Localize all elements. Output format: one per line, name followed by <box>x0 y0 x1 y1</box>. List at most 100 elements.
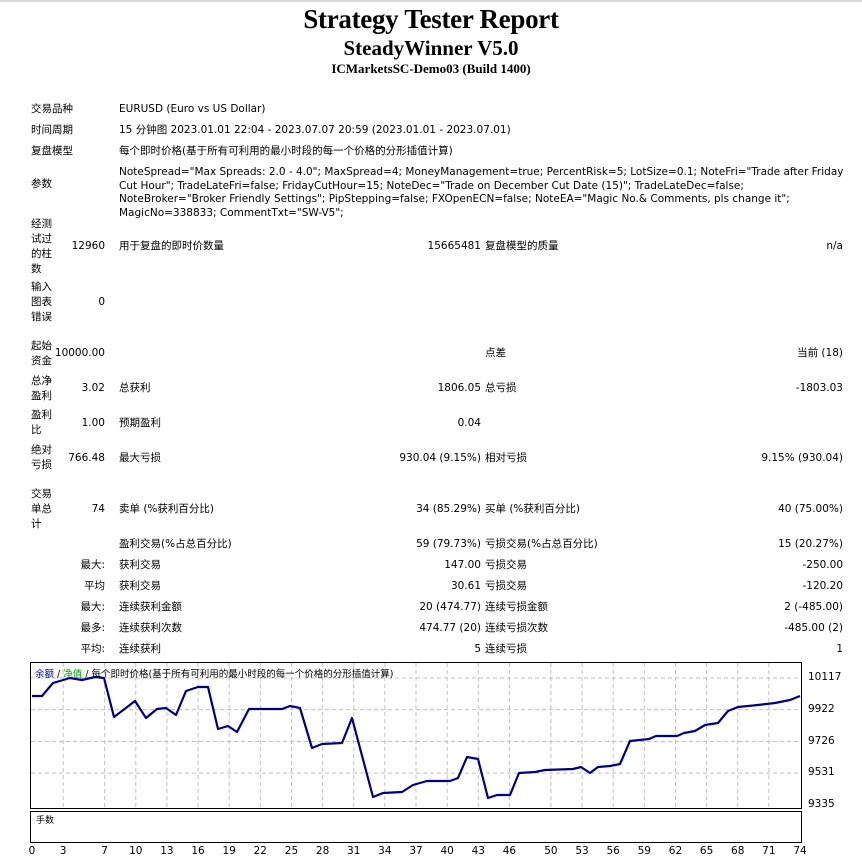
period-value: 15 分钟图 2023.01.01 22:04 - 2023.07.07 20:… <box>119 124 511 136</box>
errors-value: 0 <box>98 296 105 308</box>
max-consec-wins-value: 20 (474.77) <box>419 601 481 613</box>
loss-trades-value: 15 (20.27%) <box>778 538 843 550</box>
x-tick-label: 34 <box>378 845 392 857</box>
gross-loss-value: -1803.03 <box>795 382 843 394</box>
symbol-value: EURUSD (Euro vs US Dollar) <box>119 103 266 115</box>
x-tick-label: 25 <box>284 845 299 857</box>
gross-loss-label: 总亏损 <box>485 382 517 394</box>
x-tick-label: 10 <box>129 845 143 857</box>
expert-name: SteadyWinner V5.0 <box>343 36 519 60</box>
most-consec-loss-label: 连续亏损次数 <box>485 622 548 634</box>
average-profit-value: 30.61 <box>450 580 481 592</box>
x-tick-label: 53 <box>575 845 589 857</box>
model-value: 每个即时价格(基于所有可利用的最小时段的每一个价格的分形插值计算) <box>119 145 453 157</box>
symbol-label: 交易品种 <box>31 103 73 115</box>
x-tick-label: 3 <box>59 845 67 857</box>
avg-consec-losses-value: 1 <box>836 643 843 655</box>
net-profit-label: 总净盈利 <box>31 375 52 402</box>
avg-consec-wins-label: 连续获利 <box>119 643 161 655</box>
chart-legend: 余额 / 净值 / 每个即时价格(基于所有可利用的最小时段的每一个价格的分形插值… <box>35 666 393 680</box>
x-tick-label: 50 <box>544 845 558 857</box>
max-drawdown-label: 最大亏损 <box>119 452 161 464</box>
server-build: ICMarketsSC-Demo03 (Build 1400) <box>331 61 531 76</box>
deposit-label: 起始资金 <box>31 340 52 367</box>
y-tick-label: 9726 <box>808 734 835 747</box>
max-prefix: 最大: <box>80 601 105 613</box>
legend-equity: 净值 <box>63 669 83 680</box>
max-consec-losses-label: 连续亏损金额 <box>485 601 548 613</box>
bars-value: 12960 <box>71 240 105 252</box>
top-border <box>0 0 862 2</box>
largest-profit-label: 获利交易 <box>119 559 161 571</box>
gross-profit-label: 总获利 <box>119 382 151 394</box>
x-tick-label: 74 <box>793 845 807 857</box>
ticks-value: 15665481 <box>427 240 481 252</box>
errors-label: 输入图表错误 <box>31 281 52 323</box>
expected-payoff-value: 0.04 <box>457 417 481 429</box>
spread-value: 当前 (18) <box>797 347 843 359</box>
long-trades-label: 买单 (%获利百分比) <box>485 503 581 515</box>
x-tick-label: 46 <box>502 845 517 857</box>
period-label: 时间周期 <box>31 124 73 136</box>
rel-drawdown-label: 相对亏损 <box>485 452 527 464</box>
params-value: NoteSpread="Max Spreads: 2.0 - 4.0"; Max… <box>119 166 844 219</box>
y-tick-label: 9335 <box>808 798 835 810</box>
profit-factor-label: 盈利比 <box>31 409 52 436</box>
x-tick-label: 62 <box>668 845 683 857</box>
legend-separator: / <box>54 669 64 680</box>
bars-label: 经测试过的柱数 <box>31 218 52 275</box>
most-consec-profit-value: 474.77 (20) <box>419 622 481 634</box>
lots-label: 手数 <box>36 816 55 826</box>
x-tick-label: 71 <box>762 845 776 857</box>
lots-chart <box>30 811 802 843</box>
x-tick-label: 7 <box>101 845 108 857</box>
x-tick-label: 13 <box>160 845 174 857</box>
quality-value: n/a <box>826 240 843 252</box>
params-label: 参数 <box>31 178 52 190</box>
most-consec-profit-label: 连续获利次数 <box>119 622 182 634</box>
x-tick-label: 31 <box>347 845 361 857</box>
abs-drawdown-value: 766.48 <box>68 452 105 464</box>
total-trades-value: 74 <box>91 503 105 515</box>
largest-prefix: 最大: <box>80 559 105 571</box>
long-trades-value: 40 (75.00%) <box>778 503 843 515</box>
x-tick-label: 65 <box>699 845 714 857</box>
gross-profit-value: 1806.05 <box>437 382 481 394</box>
x-tick-label: 43 <box>471 845 485 857</box>
avg2-prefix: 平均: <box>80 643 105 655</box>
max-drawdown-value: 930.04 (9.15%) <box>399 452 481 464</box>
most-prefix: 最多: <box>80 622 105 634</box>
x-tick-label: 40 <box>440 845 454 857</box>
max-consec-losses-value: 2 (-485.00) <box>784 601 843 613</box>
total-trades-label: 交易单总计 <box>31 488 52 530</box>
short-trades-label: 卖单 (%获利百分比) <box>119 503 215 515</box>
average-loss-label: 亏损交易 <box>485 580 527 592</box>
profit-trades-value: 59 (79.73%) <box>416 538 481 550</box>
deposit-value: 10000.00 <box>54 347 105 359</box>
report-title: Strategy Tester Report <box>303 4 559 34</box>
y-tick-label: 9531 <box>808 766 835 779</box>
x-tick-label: 0 <box>28 845 36 857</box>
average-prefix: 平均 <box>84 580 105 592</box>
spread-label: 点差 <box>485 347 506 359</box>
avg-consec-losses-label: 连续亏损 <box>485 643 527 655</box>
short-trades-value: 34 (85.29%) <box>416 503 481 515</box>
net-profit-value: 3.02 <box>81 382 105 394</box>
x-tick-label: 28 <box>315 845 330 857</box>
avg-consec-wins-value: 5 <box>474 643 481 655</box>
average-profit-label: 获利交易 <box>119 580 161 592</box>
quality-label: 复盘模型的质量 <box>485 240 559 252</box>
x-tick-label: 16 <box>191 845 205 857</box>
average-loss-value: -120.20 <box>802 580 843 592</box>
profit-trades-label: 盈利交易(%占总百分比) <box>119 538 232 550</box>
x-tick-label: 68 <box>731 845 745 857</box>
largest-loss-label: 亏损交易 <box>485 559 527 571</box>
rel-drawdown-value: 9.15% (930.04) <box>761 452 843 464</box>
y-tick-label: 10117 <box>808 671 842 683</box>
max-consec-wins-label: 连续获利金额 <box>119 601 182 613</box>
legend-model: 每个即时价格(基于所有可利用的最小时段的每一个价格的分形插值计算) <box>91 669 394 680</box>
x-tick-label: 19 <box>222 845 236 857</box>
abs-drawdown-label: 绝对亏损 <box>31 444 52 471</box>
loss-trades-label: 亏损交易(%占总百分比) <box>485 538 598 550</box>
